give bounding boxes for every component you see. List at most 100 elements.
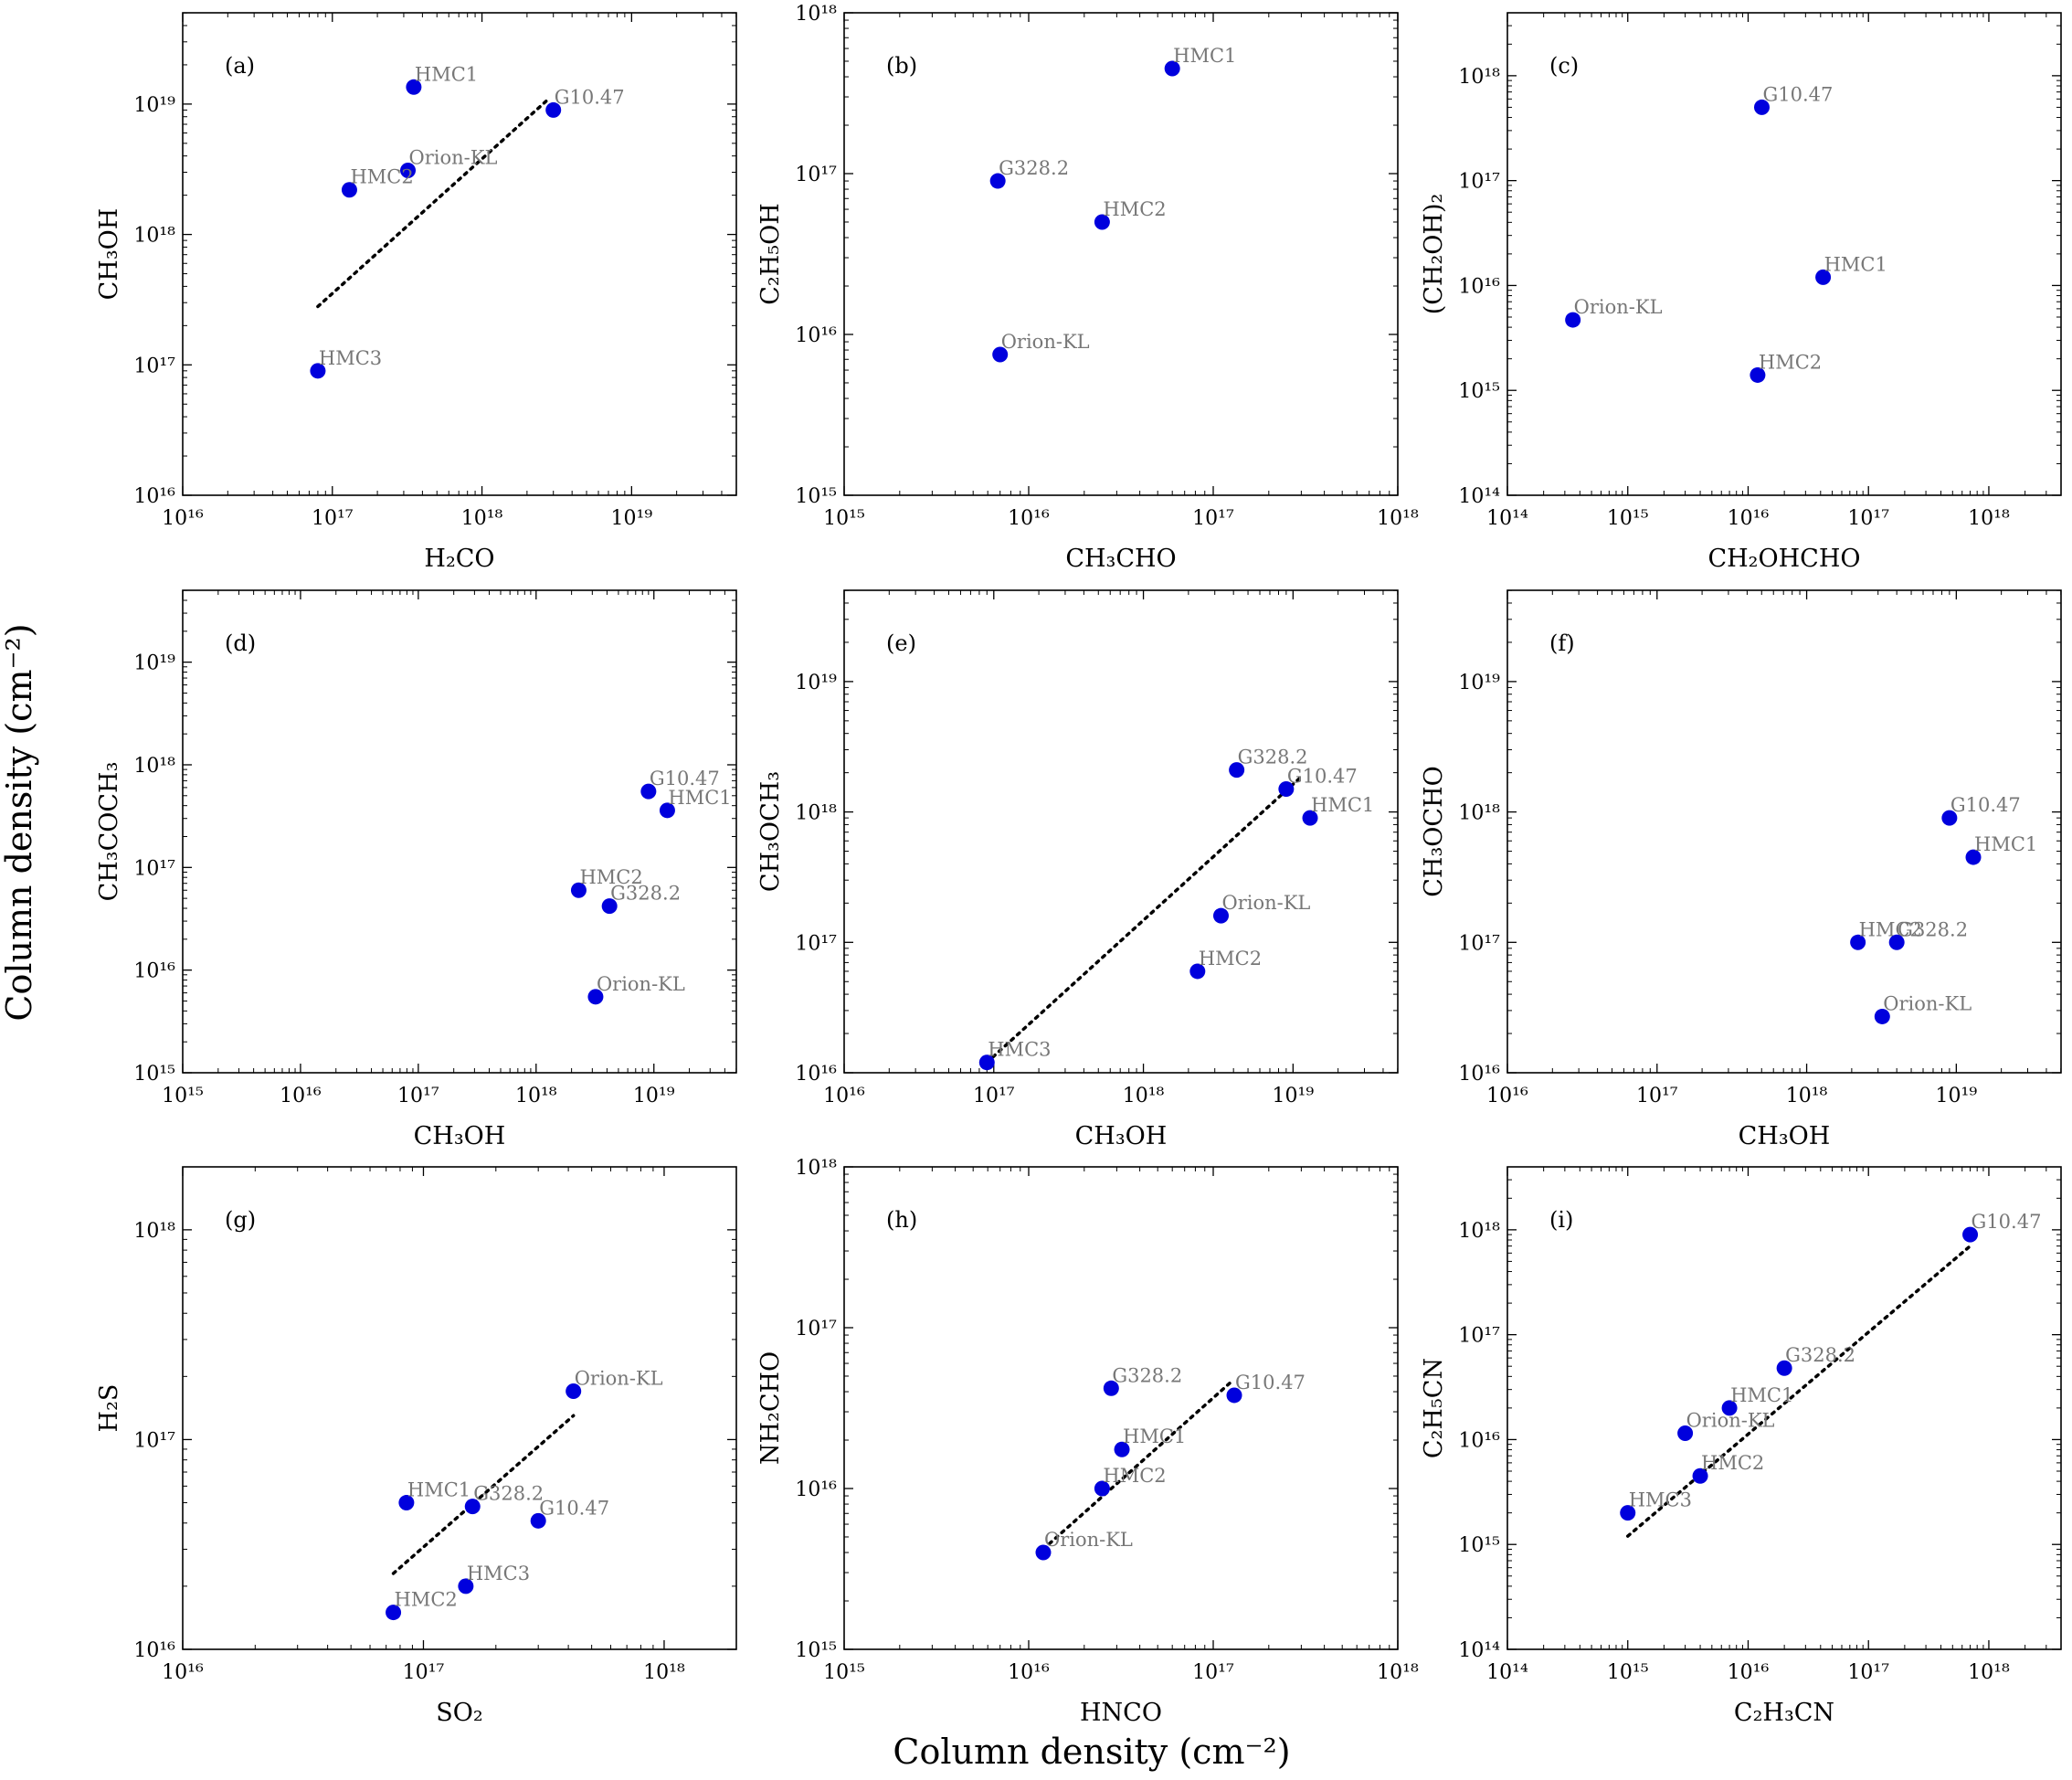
y-tick-label: 10¹⁸ (133, 225, 175, 248)
x-tick-label: 10¹⁷ (312, 507, 354, 530)
data-point (1677, 1425, 1694, 1441)
data-point (1212, 907, 1229, 924)
data-point (1850, 934, 1866, 950)
y-tick-label: 10¹⁹ (1458, 672, 1500, 694)
x-tick-label: 10¹⁴ (1486, 507, 1528, 530)
y-tick-label: 10¹⁵ (1458, 380, 1500, 403)
data-point (1094, 214, 1110, 230)
point-label: G10.47 (1287, 765, 1358, 787)
data-point (464, 1499, 481, 1515)
point-label: HMC2 (579, 866, 642, 888)
y-tick-label: 10¹⁴ (1458, 1639, 1500, 1662)
point-label: G328.2 (1112, 1364, 1182, 1386)
y-tick-label: 10¹⁷ (1458, 171, 1500, 194)
plot-frame (843, 1166, 1399, 1650)
x-axis-label: H₂CO (424, 545, 494, 573)
data-point (386, 1605, 402, 1621)
data-point (978, 1054, 995, 1071)
y-axis-label: CH₃OCHO (1420, 766, 1448, 897)
data-point (545, 101, 562, 118)
x-axis-label: C₂H₃CN (1734, 1699, 1834, 1727)
data-point (1721, 1400, 1738, 1416)
y-tick-label: 10¹⁸ (133, 1220, 175, 1243)
data-point (1164, 60, 1180, 77)
point-label: G328.2 (1785, 1344, 1855, 1366)
data-point (640, 783, 657, 800)
y-tick-label: 10¹⁹ (795, 672, 837, 694)
y-tick-label: 10¹⁷ (133, 355, 175, 377)
plot-frame (182, 12, 737, 496)
x-tick-label: 10¹⁸ (1968, 507, 2010, 530)
data-point (341, 182, 357, 198)
point-label: HMC3 (319, 347, 382, 369)
panel-b: 10¹⁵ 10¹⁶ 10¹⁷ 10¹⁸ 10¹⁵ 10¹⁶ 10¹⁷ 10¹⁸ CH₃CHO C₂… (756, 3, 1419, 573)
point-label: HMC1 (415, 63, 478, 85)
point-label: HMC1 (407, 1479, 470, 1501)
point-label: HMC1 (1173, 45, 1236, 67)
x-axis-label: CH₃OH (1075, 1122, 1168, 1150)
data-point (1620, 1505, 1636, 1521)
data-point (587, 989, 604, 1005)
panel-letter: (e) (886, 630, 916, 656)
point-label: G10.47 (1235, 1372, 1306, 1393)
x-tick-label: 10¹⁸ (1123, 1085, 1165, 1107)
x-axis-label: SO₂ (436, 1699, 482, 1727)
y-tick-label: 10¹⁸ (1458, 66, 1500, 89)
y-tick-label: 10¹⁷ (1458, 1325, 1500, 1348)
point-label: HMC3 (1629, 1489, 1692, 1511)
data-point (1776, 1360, 1792, 1376)
x-tick-label: 10¹⁷ (1192, 1661, 1234, 1684)
point-label: HMC3 (988, 1039, 1051, 1061)
y-axis-label: NH₂CHO (756, 1351, 785, 1465)
point-label: G10.47 (1762, 83, 1833, 105)
y-tick-label: 10¹⁹ (133, 652, 175, 675)
data-point (659, 802, 675, 819)
data-point (1815, 269, 1832, 285)
fit-line (316, 97, 551, 309)
plot-frame (1506, 589, 2062, 1074)
point-label: HMC2 (1199, 948, 1262, 969)
point-label: G328.2 (1238, 747, 1308, 768)
x-tick-label: 10¹⁸ (515, 1085, 557, 1107)
panel-letter: (c) (1549, 53, 1579, 79)
panel-g: 10¹⁶ 10¹⁷ 10¹⁸ 10¹⁶ 10¹⁷ 10¹⁸ SO₂ H₂S (g) Orion-K… (95, 1166, 737, 1727)
x-tick-label: 10¹⁹ (633, 1085, 675, 1107)
panel-c: 10¹⁴ 10¹⁵ 10¹⁶ 10¹⁷ 10¹⁸ 10¹⁴ 10¹⁵ 10¹⁶ 10¹⁷ 10¹⁸… (1420, 12, 2062, 573)
panel-letter: (d) (225, 630, 256, 656)
point-label: Orion-KL (409, 146, 498, 168)
point-label: HMC1 (668, 787, 731, 809)
x-tick-label: 10¹⁹ (611, 507, 653, 530)
point-label: Orion-KL (1044, 1529, 1133, 1551)
point-label: G10.47 (650, 768, 720, 789)
point-label: HMC1 (1824, 253, 1887, 275)
x-tick-label: 10¹⁵ (1607, 507, 1649, 530)
panel-letter: (h) (886, 1207, 917, 1233)
data-point (458, 1578, 474, 1595)
y-tick-label: 10¹⁵ (133, 1063, 175, 1086)
point-label: HMC3 (467, 1563, 530, 1584)
y-tick-label: 10¹⁶ (1458, 275, 1500, 298)
data-point (992, 346, 1009, 363)
data-point (570, 882, 587, 898)
y-tick-label: 10¹⁶ (1458, 1429, 1500, 1452)
panel-a: 10¹⁶ 10¹⁷ 10¹⁸ 10¹⁹ 10¹⁶ 10¹⁷ 10¹⁸ 10¹⁹ H₂CO CH₃O… (95, 12, 737, 573)
point-label: G10.47 (1950, 794, 2021, 816)
panel-letter: (i) (1549, 1207, 1573, 1233)
point-label: G10.47 (1972, 1211, 2042, 1233)
point-label: Orion-KL (1221, 892, 1310, 914)
y-tick-label: 10¹⁶ (133, 485, 175, 508)
data-point (1888, 934, 1905, 950)
point-label: HMC1 (1311, 794, 1374, 816)
data-point (1278, 780, 1295, 797)
y-tick-label: 10¹⁸ (1458, 1220, 1500, 1243)
point-label: HMC2 (395, 1589, 458, 1611)
x-tick-label: 10¹⁶ (1728, 507, 1770, 530)
panel-letter: (a) (225, 53, 255, 79)
y-tick-label: 10¹⁶ (795, 1063, 837, 1086)
y-axis-label: CH₃OCH₃ (756, 771, 785, 892)
point-label: G10.47 (555, 86, 625, 108)
data-point (1941, 810, 1958, 826)
point-label: G328.2 (1898, 918, 1968, 940)
panel-e: 10¹⁶ 10¹⁷ 10¹⁸ 10¹⁹ 10¹⁶ 10¹⁷ 10¹⁸ 10¹⁹ CH₃OH CH₃… (756, 589, 1399, 1150)
point-label: HMC2 (1103, 198, 1166, 220)
